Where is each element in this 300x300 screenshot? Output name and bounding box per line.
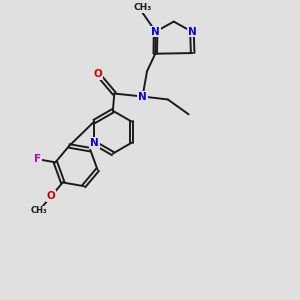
Text: O: O xyxy=(94,69,102,79)
Text: CH₃: CH₃ xyxy=(31,206,47,215)
Text: N: N xyxy=(90,138,99,148)
Text: N: N xyxy=(138,92,147,101)
Text: O: O xyxy=(47,191,56,201)
Text: N: N xyxy=(188,27,196,37)
Text: F: F xyxy=(34,154,41,164)
Text: N: N xyxy=(151,27,160,37)
Text: CH₃: CH₃ xyxy=(133,3,152,12)
